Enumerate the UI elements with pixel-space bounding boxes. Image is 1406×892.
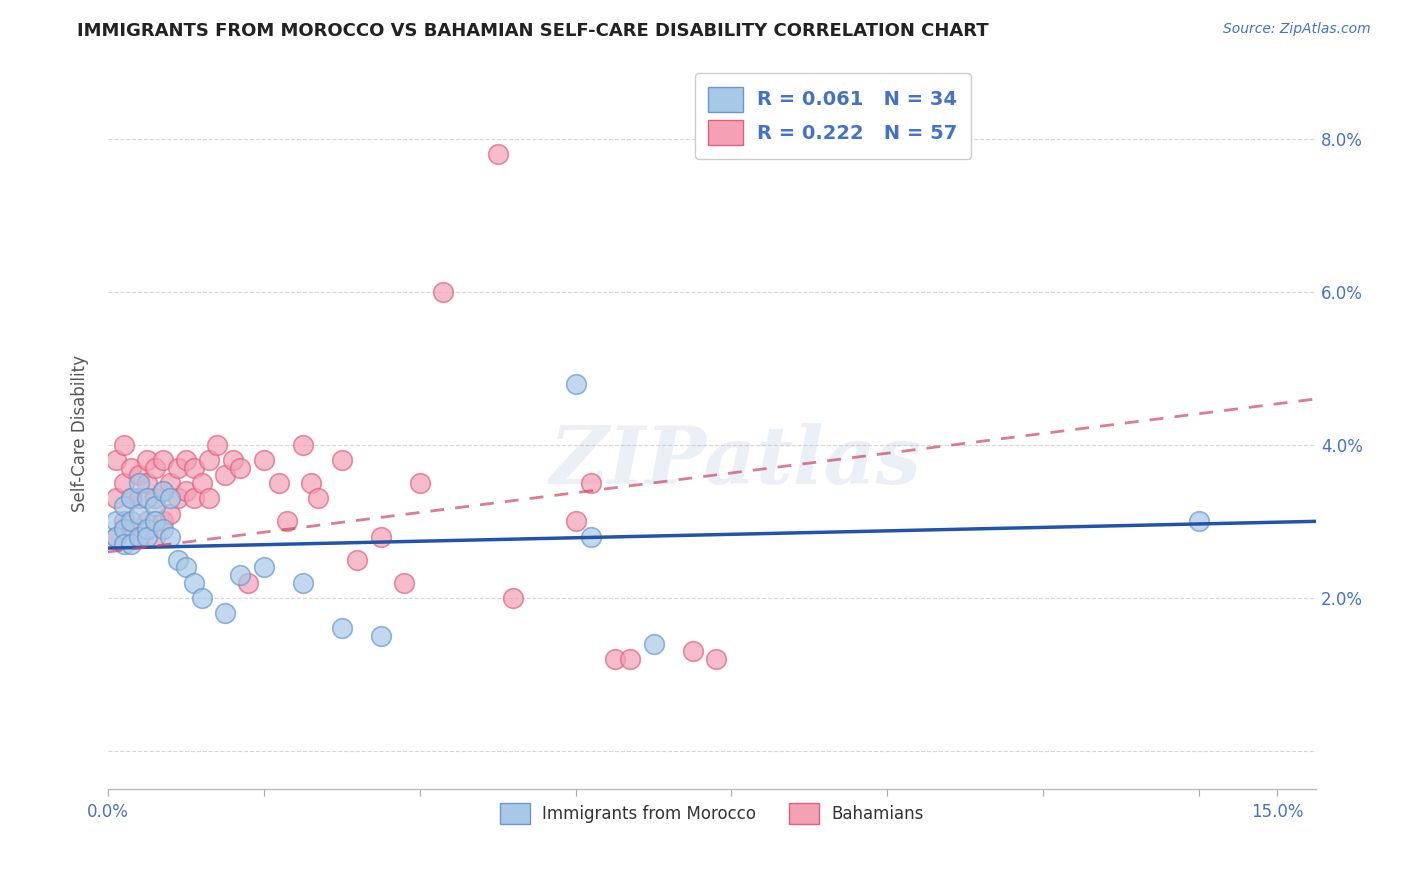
Point xyxy=(174,483,197,498)
Point xyxy=(276,514,298,528)
Point xyxy=(486,147,509,161)
Point xyxy=(167,460,190,475)
Point xyxy=(682,644,704,658)
Point xyxy=(128,491,150,506)
Point xyxy=(253,560,276,574)
Point xyxy=(370,629,392,643)
Point xyxy=(120,537,142,551)
Point xyxy=(238,575,260,590)
Point xyxy=(603,652,626,666)
Y-axis label: Self-Care Disability: Self-Care Disability xyxy=(72,355,89,512)
Point xyxy=(579,530,602,544)
Point xyxy=(104,530,127,544)
Point xyxy=(392,575,415,590)
Point xyxy=(330,622,353,636)
Point xyxy=(136,476,159,491)
Point xyxy=(159,507,181,521)
Point xyxy=(291,438,314,452)
Point xyxy=(112,522,135,536)
Point xyxy=(183,575,205,590)
Point xyxy=(198,453,221,467)
Point xyxy=(104,491,127,506)
Point xyxy=(1188,514,1211,528)
Point xyxy=(432,285,454,299)
Point xyxy=(112,438,135,452)
Point xyxy=(229,568,252,582)
Point xyxy=(205,438,228,452)
Point xyxy=(346,552,368,566)
Point xyxy=(136,530,159,544)
Point xyxy=(167,552,190,566)
Point xyxy=(183,460,205,475)
Point xyxy=(120,491,142,506)
Point xyxy=(502,591,524,605)
Point xyxy=(198,491,221,506)
Point xyxy=(183,491,205,506)
Point xyxy=(128,476,150,491)
Point xyxy=(564,514,586,528)
Point xyxy=(104,453,127,467)
Point xyxy=(120,491,142,506)
Point xyxy=(152,483,174,498)
Point xyxy=(253,453,276,467)
Point xyxy=(159,476,181,491)
Point xyxy=(128,530,150,544)
Point xyxy=(159,530,181,544)
Point xyxy=(143,530,166,544)
Point xyxy=(299,476,322,491)
Point xyxy=(143,514,166,528)
Text: Source: ZipAtlas.com: Source: ZipAtlas.com xyxy=(1223,22,1371,37)
Point xyxy=(136,453,159,467)
Point xyxy=(229,460,252,475)
Point xyxy=(120,460,142,475)
Point xyxy=(143,460,166,475)
Point xyxy=(330,453,353,467)
Point xyxy=(619,652,641,666)
Point xyxy=(174,453,197,467)
Point xyxy=(112,514,135,528)
Point xyxy=(136,514,159,528)
Point xyxy=(104,514,127,528)
Point xyxy=(167,491,190,506)
Point xyxy=(120,514,142,528)
Point xyxy=(307,491,329,506)
Point xyxy=(143,499,166,513)
Point xyxy=(128,468,150,483)
Point xyxy=(174,560,197,574)
Legend: Immigrants from Morocco, Bahamians: Immigrants from Morocco, Bahamians xyxy=(491,793,934,834)
Point xyxy=(112,537,135,551)
Point xyxy=(143,491,166,506)
Point xyxy=(136,491,159,506)
Point xyxy=(104,530,127,544)
Point xyxy=(112,499,135,513)
Point xyxy=(579,476,602,491)
Point xyxy=(120,522,142,536)
Point xyxy=(409,476,432,491)
Point xyxy=(152,453,174,467)
Point xyxy=(152,514,174,528)
Point xyxy=(291,575,314,590)
Point xyxy=(136,522,159,536)
Point xyxy=(221,453,243,467)
Point xyxy=(152,522,174,536)
Point xyxy=(190,476,212,491)
Point xyxy=(214,606,236,620)
Point xyxy=(370,530,392,544)
Text: ZIPatlas: ZIPatlas xyxy=(550,423,922,500)
Point xyxy=(112,476,135,491)
Point xyxy=(152,483,174,498)
Point xyxy=(128,507,150,521)
Point xyxy=(190,591,212,605)
Text: IMMIGRANTS FROM MOROCCO VS BAHAMIAN SELF-CARE DISABILITY CORRELATION CHART: IMMIGRANTS FROM MOROCCO VS BAHAMIAN SELF… xyxy=(77,22,988,40)
Point xyxy=(704,652,727,666)
Point xyxy=(128,530,150,544)
Point xyxy=(269,476,291,491)
Point xyxy=(564,376,586,391)
Point xyxy=(214,468,236,483)
Point xyxy=(159,491,181,506)
Point xyxy=(643,637,665,651)
